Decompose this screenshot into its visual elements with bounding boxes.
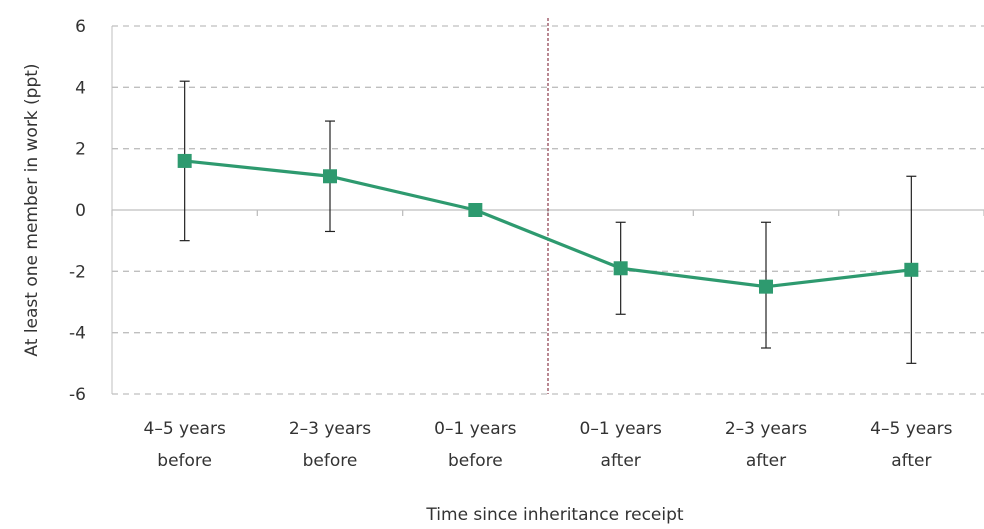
x-tick-labels: 4–5 years before 2–3 years before 0–1 years b…	[144, 419, 953, 471]
x-tick-label: 0–1 years	[580, 419, 662, 439]
data-point-marker	[323, 169, 337, 184]
x-tick-label: 4–5 years	[870, 419, 952, 439]
x-tick-label: 2–3 years	[289, 419, 371, 439]
data-point-marker	[759, 279, 773, 294]
series-line	[184, 159, 912, 289]
data-point-marker	[613, 261, 628, 276]
x-tick-label: 0–1 years	[434, 419, 516, 439]
x-tick-label: 2–3 years	[725, 419, 807, 439]
y-axis-title: At least one member in work (ppt)	[22, 63, 42, 356]
data-point-marker	[904, 262, 919, 277]
x-tick-label: before	[303, 451, 358, 471]
y-tick-label: -4	[69, 324, 86, 344]
y-tick-label: -2	[69, 262, 86, 282]
y-tick-label: 4	[75, 78, 86, 98]
x-tick-label: 4–5 years	[144, 419, 226, 439]
x-tick-label: before	[157, 451, 212, 471]
y-tick-label: 2	[75, 140, 86, 160]
gridlines	[112, 25, 984, 395]
x-tick-label: after	[601, 451, 641, 471]
y-tick-label: -6	[69, 385, 86, 405]
y-tick-label: 0	[75, 201, 86, 221]
x-tick-label: after	[746, 451, 786, 471]
x-axis-title: Time since inheritance receipt	[425, 505, 683, 525]
series-line-group	[184, 159, 912, 289]
data-point-marker	[177, 153, 192, 168]
y-tick-label: 6	[75, 17, 86, 37]
y-tick-labels: 6 4 2 0 -2 -4 -6	[69, 17, 86, 405]
x-tick-label: after	[891, 451, 931, 471]
x-tick-label: before	[448, 451, 503, 471]
data-markers	[177, 153, 919, 294]
data-point-marker	[468, 203, 483, 217]
